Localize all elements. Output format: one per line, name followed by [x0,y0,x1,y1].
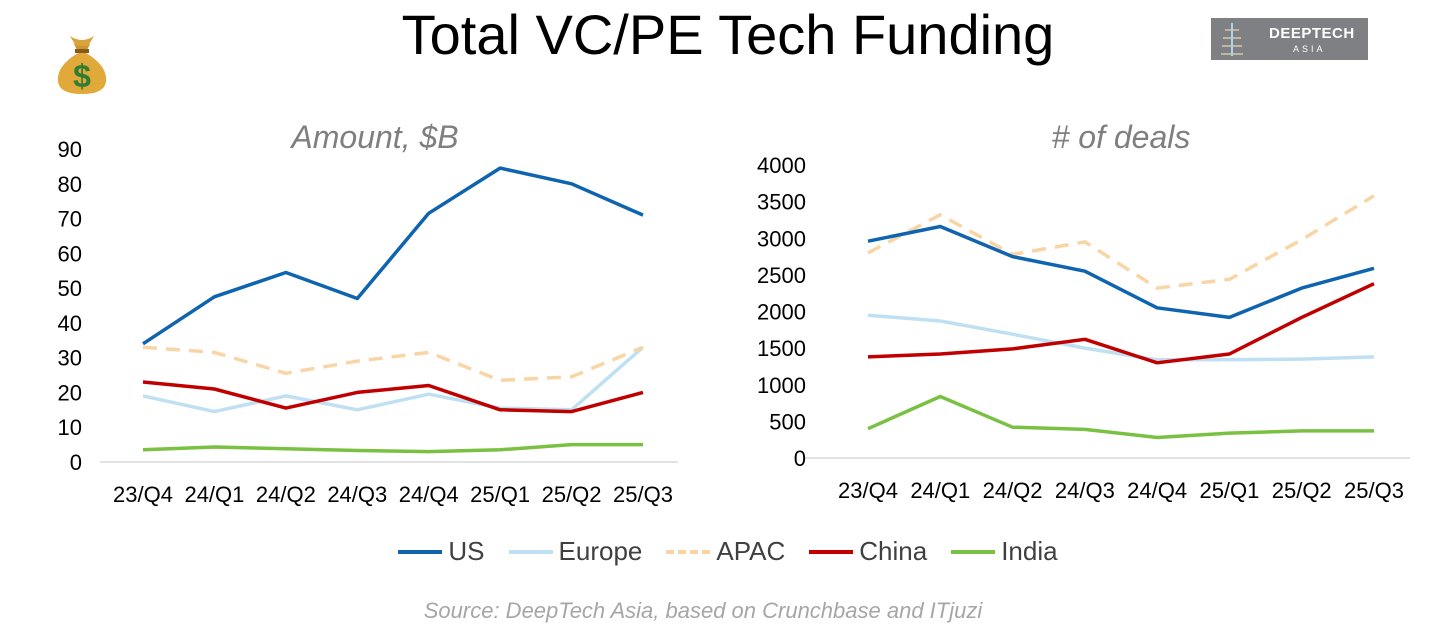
page-title: Total VC/PE Tech Funding [401,3,1055,66]
y-tick-label: 70 [58,207,82,232]
series-line-us [142,166,644,346]
legend-label: China [859,536,928,566]
x-tick-label: 24/Q3 [1055,478,1115,503]
x-tick-label: 24/Q1 [184,482,244,507]
y-tick-label: 50 [58,276,82,301]
legend-swatch [951,549,996,554]
x-tick-label: 25/Q2 [1272,478,1332,503]
deeptech-asia-logo: DEEPTECH ASIA [1211,18,1368,60]
series-line-europe [142,345,645,414]
legend-swatch [809,549,854,554]
y-tick-label: 3000 [757,226,806,251]
legend-swatch [508,549,553,554]
money-bag-icon: $ [57,36,107,94]
y-tick-label: 0 [70,450,82,475]
legend-item-us: US [398,536,485,567]
logo-subtext: ASIA [1293,44,1326,54]
y-tick-label: 1000 [757,373,806,398]
legend-swatch [398,549,443,554]
x-tick-label: 25/Q3 [613,482,673,507]
svg-text:$: $ [73,58,91,94]
series-line-india [142,442,643,454]
chart-title: Amount, $B [289,119,458,155]
y-tick-label: 500 [769,409,806,434]
x-tick-label: 24/Q1 [910,478,970,503]
y-tick-label: 30 [58,346,82,371]
y-tick-label: 40 [58,311,82,336]
y-tick-label: 4000 [757,153,806,178]
series-line-us [867,224,1375,320]
legend-swatch [666,549,711,554]
y-tick-label: 60 [58,241,82,266]
y-tick-label: 80 [58,172,82,197]
x-tick-label: 24/Q4 [1127,478,1187,503]
legend: US Europe APAC China India [0,536,1456,567]
x-tick-label: 24/Q3 [327,482,387,507]
legend-item-apac: APAC [666,536,785,567]
y-tick-label: 20 [58,380,82,405]
y-tick-label: 0 [794,446,806,471]
x-tick-label: 24/Q2 [256,482,316,507]
x-tick-label: 25/Q2 [542,482,602,507]
legend-label: India [1001,536,1058,566]
x-tick-label: 25/Q3 [1344,478,1404,503]
legend-label: Europe [558,536,643,566]
series-line-apac [142,345,644,383]
series-line-europe [867,313,1375,362]
x-tick-label: 24/Q2 [983,478,1043,503]
y-tick-label: 2500 [757,263,806,288]
series-line-apac [867,194,1375,290]
legend-label: APAC [716,536,786,566]
x-tick-label: 23/Q4 [838,478,898,503]
pagoda-icon [1221,23,1243,56]
legend-item-india: India [951,536,1058,567]
y-tick-label: 10 [58,415,82,440]
legend-label: US [448,536,485,566]
x-tick-label: 25/Q1 [470,482,530,507]
y-tick-label: 2000 [757,300,806,325]
logo-text: DEEPTECH [1269,25,1355,42]
chart-title: # of deals [1052,119,1191,155]
x-tick-label: 25/Q1 [1199,478,1259,503]
y-tick-label: 90 [58,137,82,162]
series-line-india [867,394,1374,440]
x-tick-label: 23/Q4 [113,482,173,507]
legend-item-china: China [809,536,927,567]
x-tick-label: 24/Q4 [399,482,459,507]
series-line-china [867,282,1375,365]
y-tick-label: 3500 [757,190,806,215]
legend-item-europe: Europe [508,536,643,567]
y-tick-label: 1500 [757,336,806,361]
series-line-china [142,380,644,414]
source-note: Source: DeepTech Asia, based on Crunchba… [423,598,983,623]
